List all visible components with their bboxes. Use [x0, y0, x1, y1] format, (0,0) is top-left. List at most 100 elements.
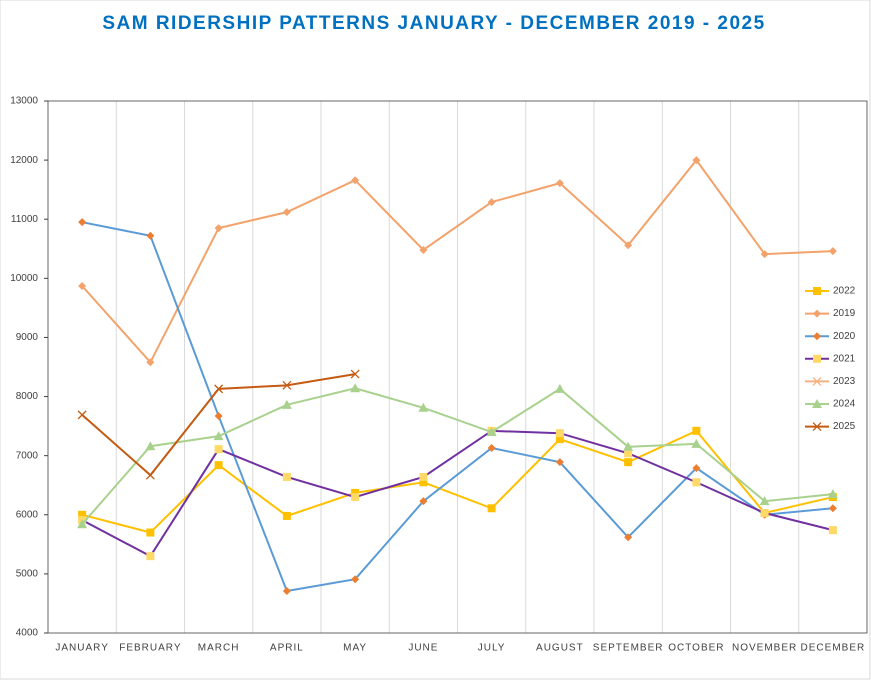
marker [692, 156, 701, 165]
marker [282, 587, 291, 596]
marker [812, 422, 822, 432]
series-line [81, 387, 833, 525]
legend-item: 2025 [805, 421, 856, 432]
marker [78, 510, 87, 519]
marker [146, 552, 155, 561]
marker [813, 354, 821, 363]
marker [145, 441, 156, 451]
legend-item: 2023 [805, 376, 856, 387]
y-tick-label: 7000 [16, 450, 39, 461]
marker [486, 427, 497, 437]
marker [146, 358, 155, 367]
series-line [81, 429, 834, 534]
marker [555, 179, 564, 188]
marker [282, 511, 291, 520]
x-tick-label: MAY [343, 643, 367, 654]
marker [555, 458, 564, 467]
x-tick-label: MARCH [198, 643, 240, 654]
marker [487, 504, 496, 513]
marker [77, 519, 88, 529]
marker [281, 399, 292, 409]
legend-item: 2021 [805, 353, 856, 364]
y-tick-label: 13000 [10, 96, 38, 107]
marker [812, 399, 822, 408]
marker [624, 533, 633, 542]
marker [624, 458, 633, 467]
x-tick-label: AUGUST [536, 643, 584, 654]
marker [813, 332, 821, 341]
marker [350, 383, 361, 393]
marker [623, 441, 634, 451]
marker [555, 429, 564, 438]
legend-item: 2019 [805, 308, 856, 319]
marker [350, 369, 360, 379]
y-tick-label: 4000 [16, 628, 39, 639]
marker [351, 176, 360, 185]
marker [351, 493, 360, 502]
marker [77, 410, 87, 420]
marker [351, 488, 360, 497]
y-tick-label: 12000 [10, 155, 38, 166]
legend-label: 2021 [833, 353, 856, 364]
marker [828, 247, 837, 256]
marker [213, 431, 224, 441]
x-tick-label: DECEMBER [801, 643, 866, 654]
y-tick-label: 6000 [16, 509, 39, 520]
series-line [81, 158, 833, 365]
legend-item: 2024 [805, 399, 856, 410]
x-tick-label: JANUARY [55, 643, 109, 654]
marker [282, 208, 291, 217]
series-line [81, 429, 834, 558]
marker [214, 461, 223, 470]
x-tick-label: OCTOBER [668, 643, 724, 654]
marker [78, 218, 87, 227]
marker [554, 383, 565, 393]
marker [214, 412, 223, 421]
marker [78, 282, 87, 291]
x-tick-label: NOVEMBER [732, 643, 797, 654]
marker [487, 198, 496, 207]
legend-item: 2022 [805, 286, 856, 297]
marker [214, 445, 223, 454]
marker [145, 470, 155, 480]
marker [418, 402, 429, 412]
marker [813, 287, 821, 295]
marker [813, 309, 821, 318]
y-tick-label: 9000 [16, 332, 39, 343]
marker [692, 426, 701, 435]
marker [624, 449, 633, 458]
marker [692, 464, 701, 473]
legend-label: 2023 [833, 376, 856, 387]
marker [146, 528, 155, 537]
series-line [81, 221, 833, 593]
marker [146, 231, 155, 240]
marker [760, 509, 769, 518]
marker [692, 478, 701, 487]
marker [759, 496, 770, 506]
marker [812, 376, 822, 386]
x-tick-label: FEBRUARY [119, 643, 181, 654]
x-tick-label: JUNE [408, 643, 438, 654]
legend-label: 2024 [833, 399, 856, 410]
legend-label: 2025 [833, 421, 856, 432]
marker [828, 526, 837, 535]
legend-item: 2020 [805, 331, 856, 342]
plot-area [47, 100, 868, 634]
marker [351, 575, 360, 584]
y-tick-label: 11000 [11, 214, 39, 225]
legend-label: 2019 [833, 308, 856, 319]
marker [214, 384, 224, 394]
y-tick-label: 10000 [10, 273, 38, 284]
x-tick-label: SEPTEMBER [593, 643, 664, 654]
marker [419, 497, 428, 506]
legend-label: 2020 [833, 331, 856, 342]
y-tick-label: 8000 [16, 391, 39, 402]
legend-label: 2022 [833, 286, 856, 297]
marker [419, 478, 428, 487]
marker [691, 438, 702, 448]
marker [487, 443, 496, 452]
x-tick-label: APRIL [270, 643, 304, 654]
marker [214, 224, 223, 233]
